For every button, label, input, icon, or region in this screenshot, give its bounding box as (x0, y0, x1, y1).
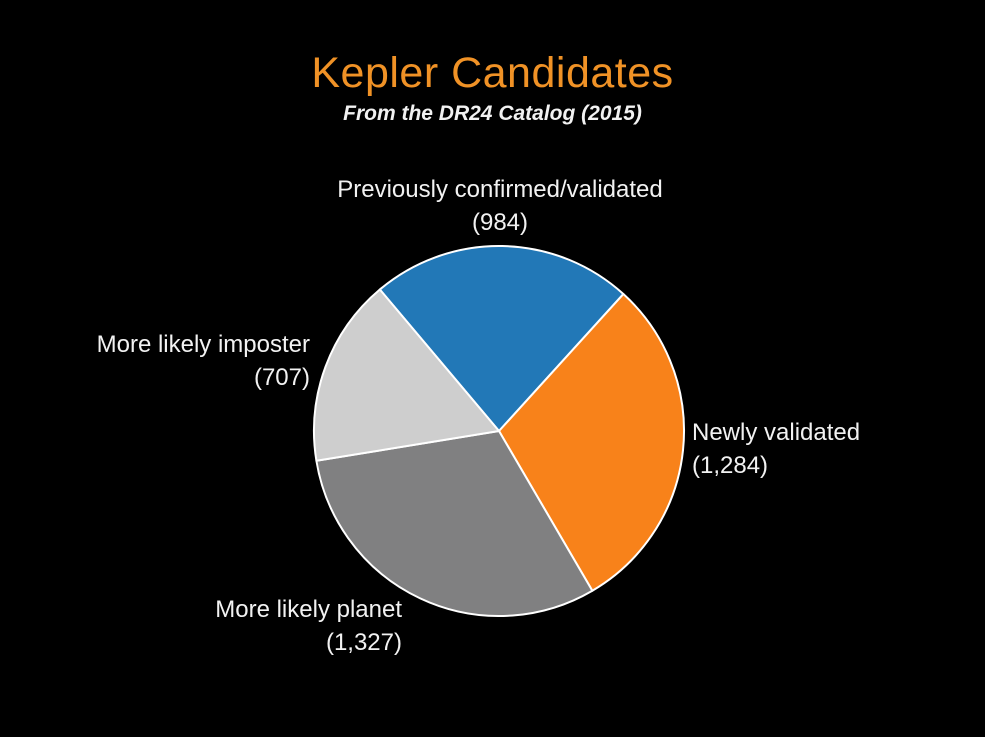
slice-label-count: (707) (253, 364, 310, 391)
pie-chart (313, 245, 685, 617)
slice-label-text: Previously confirmed/validated (337, 176, 663, 203)
chart-subtitle: From the DR24 Catalog (2015) (343, 102, 642, 125)
slice-label-more-likely-planet: More likely planet (1,327) (122, 593, 402, 659)
slice-label-count: (1,284) (692, 452, 769, 479)
slice-label-more-likely-imposter: More likely imposter (707) (30, 328, 310, 394)
slice-label-newly-validated: Newly validated (1,284) (692, 416, 972, 482)
pie-slice (313, 288, 500, 462)
slice-label-text: More likely planet (215, 596, 402, 623)
slice-label-count: (1,327) (325, 629, 402, 656)
pie-slice (315, 430, 594, 617)
chart-title: Kepler Candidates (311, 49, 674, 97)
pie-slice (498, 293, 685, 592)
slice-label-text: More likely imposter (96, 331, 310, 358)
slice-label-count: (984) (471, 209, 529, 236)
slice-label-previously-confirmed: Previously confirmed/validated (984) (300, 173, 700, 239)
slice-label-text: Newly validated (692, 419, 861, 446)
pie-slice (378, 245, 625, 432)
